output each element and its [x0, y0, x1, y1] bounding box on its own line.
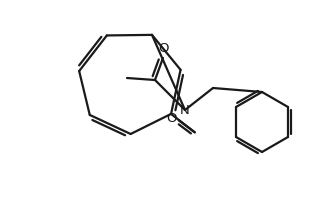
- Text: O: O: [166, 112, 177, 125]
- Text: N: N: [180, 104, 190, 116]
- Text: O: O: [159, 43, 169, 55]
